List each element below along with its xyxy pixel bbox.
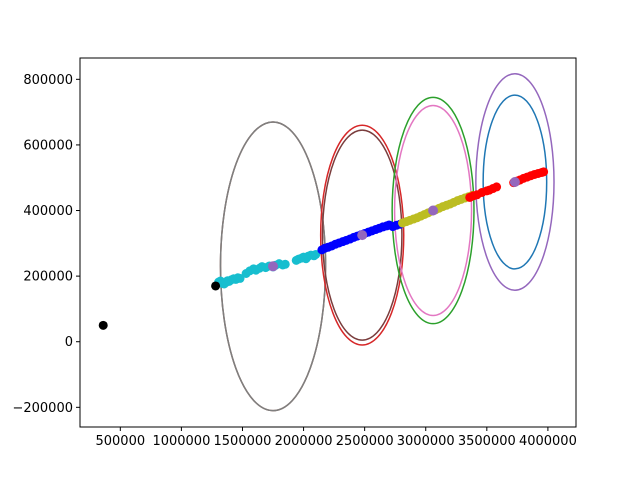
x-tick-label: 1500000 <box>214 434 272 449</box>
point-black <box>211 281 221 291</box>
dark-ellipse <box>321 129 403 341</box>
plot-background <box>80 58 576 427</box>
y-tick-label: −200000 <box>12 401 73 416</box>
centroid-2 <box>357 230 368 241</box>
y-tick-label: 200000 <box>23 270 73 285</box>
point-cyan <box>311 249 321 259</box>
plot-frame <box>79 57 577 428</box>
x-tick-label: 500000 <box>95 434 145 449</box>
y-tick-label: 0 <box>65 335 73 350</box>
x-tick-label: 4000000 <box>519 434 577 449</box>
point-red <box>539 167 549 177</box>
point-cyan <box>280 259 290 269</box>
green-ellipse <box>391 96 475 325</box>
centroid-1 <box>268 261 279 272</box>
x-tick-label: 3500000 <box>458 434 516 449</box>
x-tick-label: 2000000 <box>275 434 333 449</box>
red-ellipse <box>319 124 405 346</box>
blue-ellipse <box>482 94 548 270</box>
x-tick-label: 2500000 <box>336 434 394 449</box>
pink-ellipse <box>393 104 473 317</box>
y-tick-label: 800000 <box>23 73 73 88</box>
purple-ellipse <box>475 72 555 291</box>
gray-ellipse <box>219 121 327 412</box>
x-tick-label: 1000000 <box>152 434 210 449</box>
y-tick-label: 600000 <box>23 138 73 153</box>
point-black <box>98 320 108 330</box>
point-red <box>492 182 502 192</box>
y-tick-label: 400000 <box>23 204 73 219</box>
centroid-3 <box>428 205 439 216</box>
x-tick-label: 3000000 <box>397 434 455 449</box>
centroid-4 <box>509 176 520 187</box>
point-cyan <box>235 273 245 283</box>
